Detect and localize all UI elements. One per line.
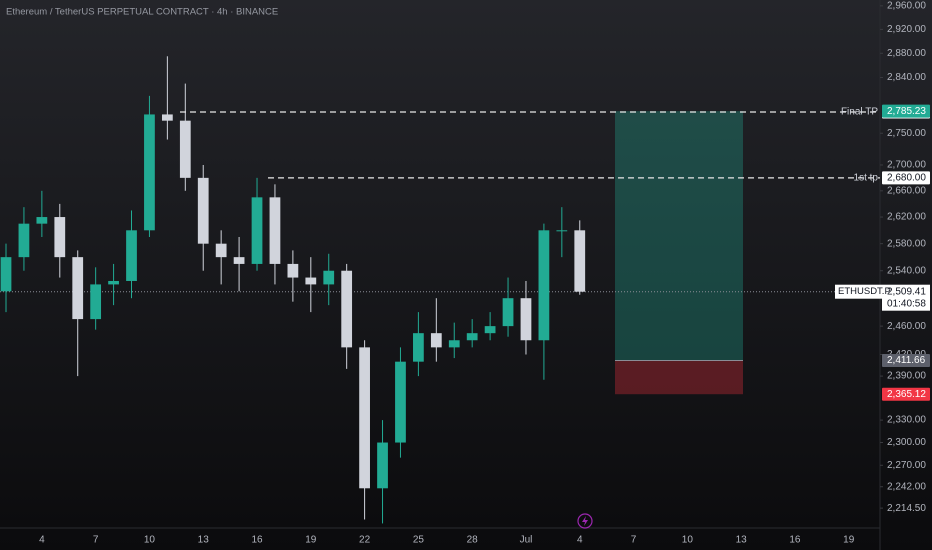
y-tick-label: 2,390.00: [887, 371, 926, 382]
y-tick-label: 2,300.00: [887, 437, 926, 448]
candle-body: [502, 298, 514, 327]
target-label-bg: [882, 104, 930, 118]
x-tick-label: 16: [251, 535, 263, 546]
price-line-name: Final TP: [841, 107, 878, 118]
candle-body: [466, 333, 478, 341]
y-tick-label: 2,214.50: [887, 503, 926, 514]
y-tick-label: 2,580.00: [887, 238, 926, 249]
countdown: 01:40:58: [887, 298, 926, 309]
candle-body: [341, 270, 353, 348]
x-tick-label: 13: [198, 535, 210, 546]
candle-body: [305, 277, 317, 285]
candle-body: [484, 326, 496, 334]
candle-body: [538, 230, 550, 341]
y-tick-label: 2,960.00: [887, 0, 926, 11]
candle-body: [269, 197, 281, 264]
candle-body: [18, 223, 30, 258]
x-tick-label: 28: [467, 535, 479, 546]
y-tick-label: 2,270.00: [887, 460, 926, 471]
y-tick-label: 2,700.00: [887, 160, 926, 171]
entry-label-bg: [882, 353, 930, 367]
candle-body: [54, 217, 66, 258]
candle-body: [520, 298, 532, 341]
y-tick-label: 2,242.00: [887, 481, 926, 492]
x-tick-label: 4: [39, 535, 45, 546]
symbol-bg: [835, 284, 882, 299]
candle-body: [197, 177, 209, 244]
y-tick-label: 2,750.00: [887, 128, 926, 139]
price-line-name: 1st tp: [854, 172, 879, 183]
x-tick-label: 4: [577, 535, 583, 546]
position-stop-zone: [615, 360, 743, 395]
candle-body: [90, 284, 102, 320]
x-tick-label: 16: [789, 535, 801, 546]
y-tick-label: 2,460.00: [887, 321, 926, 332]
x-tick-label: Jul: [520, 535, 533, 546]
current-price-label: 2,509.41: [887, 286, 926, 297]
candle-body: [251, 197, 263, 264]
candle-body: [179, 120, 191, 178]
candle-body: [233, 257, 245, 264]
x-tick-label: 10: [682, 535, 694, 546]
candle-body: [144, 114, 155, 231]
candle-body: [0, 257, 12, 292]
price-line-label: 2,680.00: [887, 172, 926, 183]
price-line-label-bg: [882, 171, 930, 185]
x-tick-label: 13: [736, 535, 748, 546]
candle-body: [323, 270, 335, 285]
position-target-zone: [615, 111, 743, 361]
x-tick-label: 19: [305, 535, 317, 546]
candle-body: [377, 442, 388, 489]
stop-label: 2,365.12: [887, 389, 926, 400]
candle-body: [215, 243, 227, 258]
entry-label: 2,411.66: [887, 355, 926, 366]
y-tick-label: 2,620.00: [887, 212, 926, 223]
candle-body: [395, 361, 406, 443]
chart-title: Ethereum / TetherUS PERPETUAL CONTRACT ·…: [6, 7, 278, 18]
y-tick-label: 2,840.00: [887, 72, 926, 83]
candle-body: [72, 257, 84, 320]
x-tick-label: 19: [843, 535, 855, 546]
y-tick-label: 2,330.00: [887, 415, 926, 426]
candle-body: [161, 114, 173, 121]
candle-body: [126, 230, 137, 281]
current-price-bg: [882, 284, 930, 311]
y-tick-label: 2,660.00: [887, 185, 926, 196]
x-tick-label: 10: [144, 535, 156, 546]
y-tick-label: 2,540.00: [887, 265, 926, 276]
candle-body: [448, 340, 460, 348]
x-tick-label: 7: [631, 535, 637, 546]
candle-body: [359, 347, 370, 489]
y-tick-label: 2,880.00: [887, 48, 926, 59]
candle-body: [430, 333, 442, 348]
candle-body: [574, 230, 586, 292]
x-tick-label: 7: [93, 535, 99, 546]
stop-label-bg: [882, 387, 930, 401]
x-tick-label: 25: [413, 535, 425, 546]
symbol-label: ETHUSDT.P: [838, 286, 891, 297]
candle-body: [36, 217, 48, 224]
candle-body: [108, 280, 119, 285]
target-label: 2,785.23: [887, 106, 926, 117]
candle-body: [556, 230, 568, 232]
x-tick-label: 22: [359, 535, 371, 546]
y-tick-label: 2,920.00: [887, 24, 926, 35]
flash-icon: [577, 513, 593, 529]
candle-body: [413, 333, 424, 362]
candle-body: [287, 263, 299, 278]
